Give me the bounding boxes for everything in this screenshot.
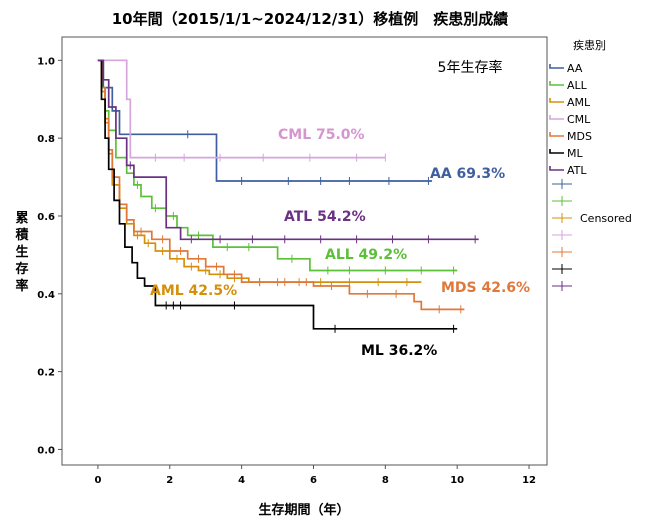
label-mds: MDS 42.6%: [441, 280, 530, 296]
x-tick-label: 0: [94, 475, 101, 486]
legend-label-aml: AML: [567, 96, 591, 109]
legend-swatch-ml: [549, 149, 564, 154]
y-axis-label: 累積生存率: [14, 210, 29, 294]
y-tick-label: 0.6: [37, 212, 55, 223]
label-ml: ML 36.2%: [361, 343, 437, 359]
x-tick-label: 6: [310, 475, 317, 486]
legend-label-atl: ATL: [567, 164, 587, 177]
chart-title: 10年間（2015/1/1~2024/12/31）移植例 疾患別成績: [112, 10, 508, 28]
five-year-annotation: 5年生存率: [438, 59, 503, 76]
label-all: ALL 49.2%: [325, 247, 407, 263]
legend-label-cml: CML: [567, 113, 591, 126]
legend-swatch-all: [549, 81, 564, 86]
legend-swatch-cml: [549, 115, 564, 120]
legend-label-ml: ML: [567, 147, 583, 160]
y-tick-label: 0.0: [37, 445, 55, 456]
legend-title: 疾患別: [573, 38, 606, 52]
legend: 疾患別 AA ALL AML CML MDS ML ATL Censored: [546, 38, 632, 345]
legend-swatch-atl: [549, 166, 564, 171]
legend-censored-label: Censored: [580, 212, 632, 225]
series-end-labels: AA 69.3% ALL 49.2% AML 42.5% CML 75.0% MDS 4…: [150, 127, 530, 359]
survival-curves: [97, 59, 479, 333]
label-cml: CML 75.0%: [278, 127, 365, 143]
legend-label-all: ALL: [567, 79, 588, 92]
plot-frame: [61, 36, 548, 466]
y-tick-label: 0.8: [37, 134, 55, 145]
x-tick-label: 12: [522, 475, 536, 486]
curve-mds: [97, 59, 465, 311]
y-axis-label-text: 累積生存率: [14, 210, 29, 294]
curve-atl: [97, 59, 479, 241]
legend-label-aa: AA: [567, 62, 583, 75]
y-axis-ticks: 0.0 0.2 0.4 0.6 0.8 1.0: [37, 56, 62, 456]
legend-swatch-mds: [549, 132, 564, 137]
legend-label-mds: MDS: [567, 130, 592, 143]
label-aa: AA 69.3%: [430, 166, 505, 182]
x-axis-label: 生存期間（年）: [258, 502, 349, 518]
curve-all: [97, 59, 458, 272]
y-tick-label: 0.2: [37, 368, 55, 379]
x-tick-label: 4: [238, 475, 245, 486]
x-axis-ticks: 0 2 4 6 8 10 12: [94, 465, 536, 486]
curve-ml: [97, 59, 458, 330]
curve-cml: [97, 59, 386, 159]
label-atl: ATL 54.2%: [284, 209, 366, 225]
curve-aa: [97, 59, 432, 182]
x-tick-label: 2: [166, 475, 173, 486]
legend-swatch-aml: [549, 98, 564, 103]
legend-swatch-aa: [549, 64, 564, 69]
y-tick-label: 0.4: [37, 290, 55, 301]
label-aml: AML 42.5%: [150, 283, 237, 299]
x-tick-label: 8: [382, 475, 389, 486]
x-tick-label: 10: [450, 475, 464, 486]
y-tick-label: 1.0: [37, 56, 55, 67]
